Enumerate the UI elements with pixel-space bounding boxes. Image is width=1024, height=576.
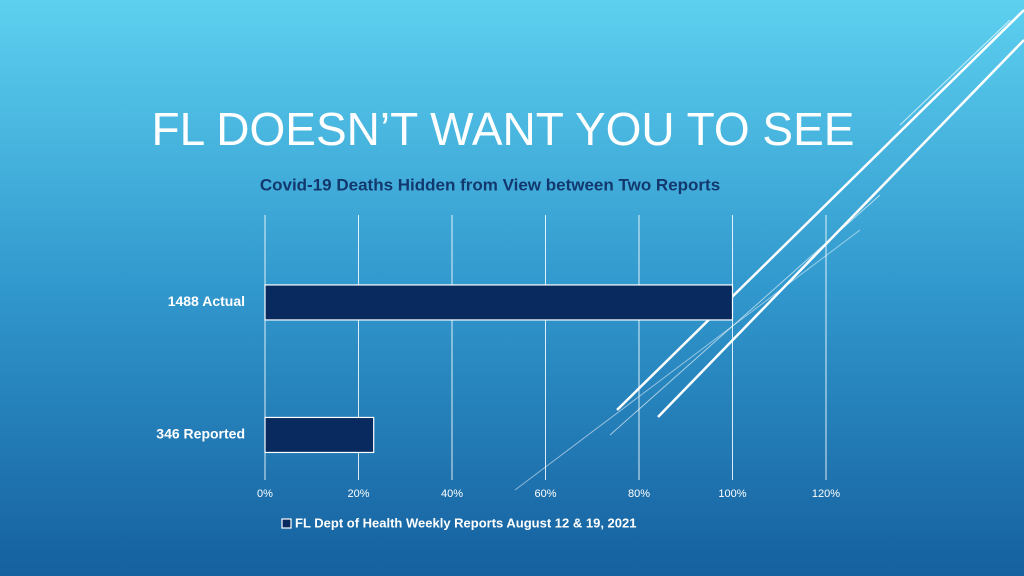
- deco-line: [657, 39, 1024, 418]
- deco-line: [899, 19, 1011, 126]
- deco-line: [514, 229, 861, 491]
- legend-label: FL Dept of Health Weekly Reports August …: [295, 515, 636, 530]
- x-tick-label: 60%: [534, 488, 556, 500]
- deco-line: [609, 194, 881, 436]
- decorative-lines: [514, 9, 1024, 491]
- y-tick-label: 346 Reported: [156, 426, 245, 442]
- title: FL DOESN’T WANT YOU TO SEE: [152, 103, 855, 155]
- x-tick-label: 20%: [347, 488, 369, 500]
- bar: [264, 284, 734, 321]
- legend-swatch: [281, 518, 292, 529]
- x-tick-label: 0%: [257, 488, 273, 500]
- bar: [264, 416, 375, 454]
- x-tick-label: 40%: [441, 488, 463, 500]
- x-tick-label: 100%: [718, 488, 746, 500]
- plot-area: 0% 20% 40% 60% 80% 100% 120% 1488 Actual 346 Rep…: [156, 215, 840, 530]
- deco-line: [616, 9, 1024, 411]
- x-tick-label: 120%: [812, 488, 840, 500]
- y-tick-label: 1488 Actual: [168, 293, 245, 309]
- subtitle: Covid-19 Deaths Hidden from View between…: [260, 175, 720, 194]
- x-tick-label: 80%: [628, 488, 650, 500]
